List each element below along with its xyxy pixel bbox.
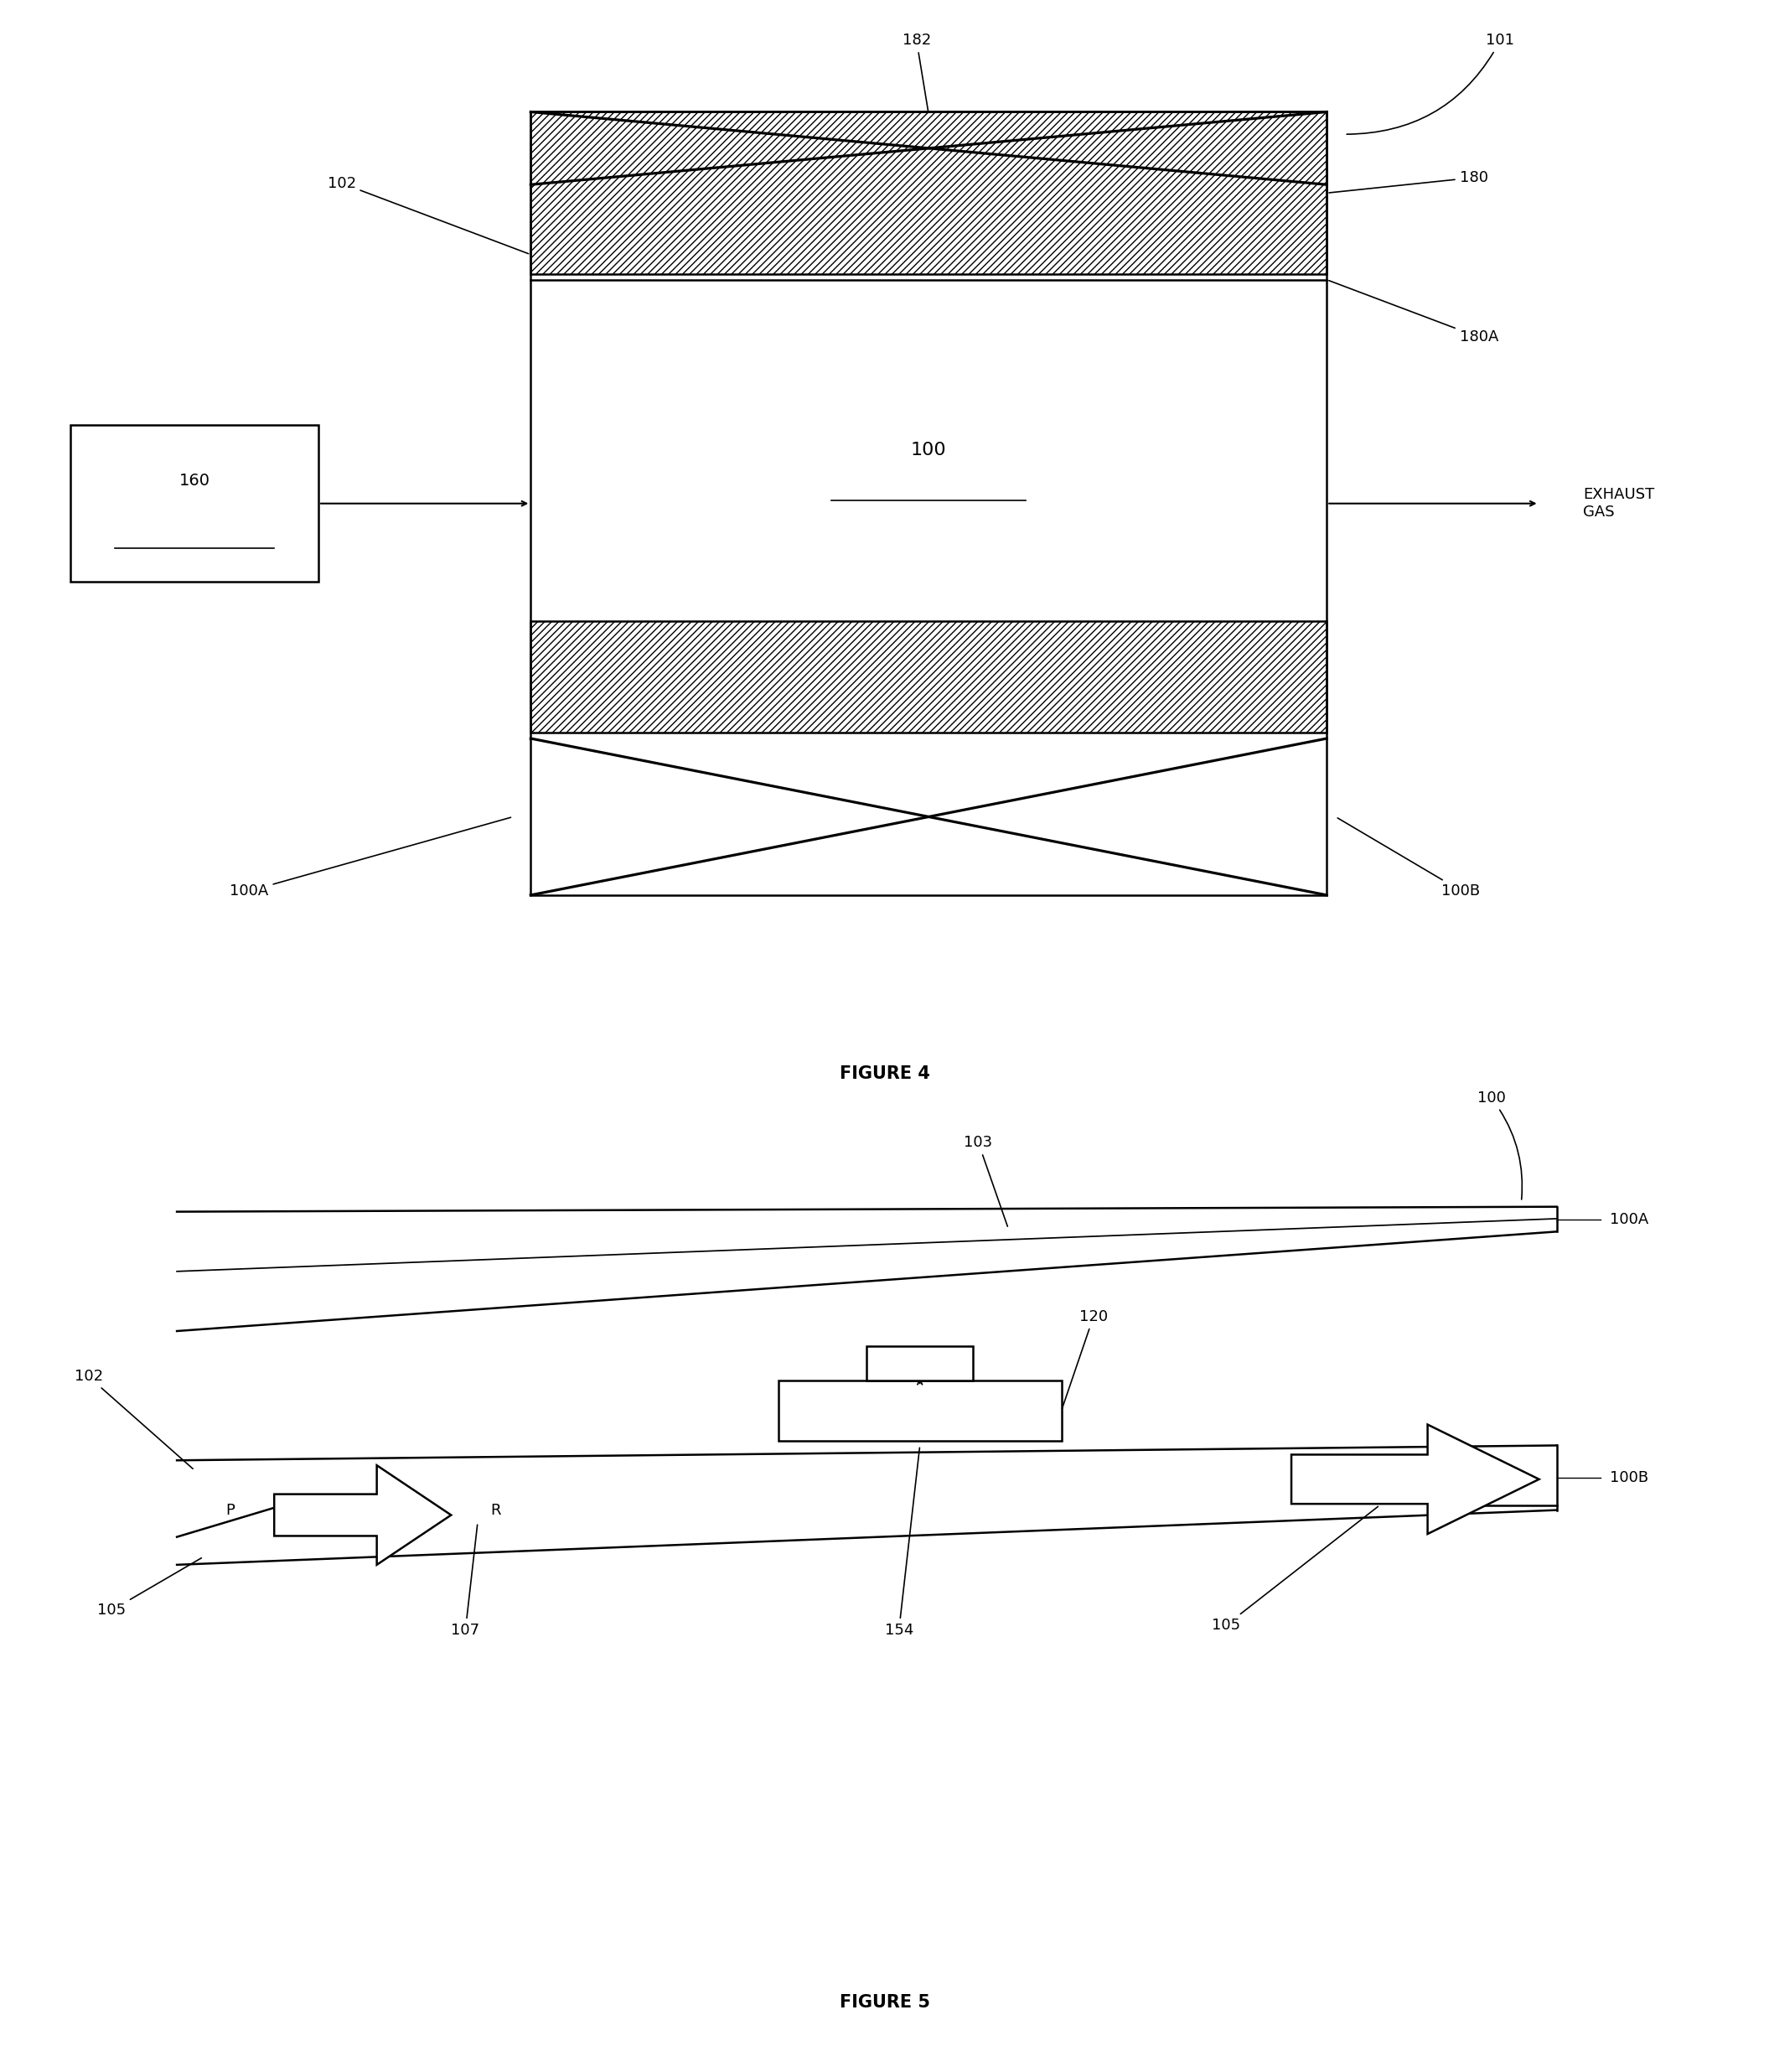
Text: 100: 100 [911, 441, 946, 458]
Text: 102: 102 [327, 176, 529, 253]
Polygon shape [274, 1465, 451, 1564]
Text: 100B: 100B [1337, 818, 1481, 899]
Polygon shape [531, 622, 1327, 733]
Text: 103: 103 [964, 1135, 1008, 1227]
Text: 105: 105 [97, 1558, 202, 1618]
Polygon shape [531, 112, 1327, 274]
Text: 120: 120 [1061, 1310, 1107, 1409]
Text: 182: 182 [902, 33, 930, 112]
Polygon shape [867, 1347, 973, 1380]
Text: 180: 180 [1329, 170, 1488, 193]
Text: 154: 154 [884, 1448, 920, 1637]
Text: 102: 102 [74, 1370, 193, 1469]
Text: 100: 100 [1477, 1090, 1521, 1200]
Polygon shape [778, 1380, 1061, 1440]
Text: 101: 101 [1346, 33, 1514, 135]
Text: R: R [490, 1502, 501, 1517]
Text: 100A: 100A [230, 818, 511, 899]
Text: 100B: 100B [1610, 1471, 1649, 1486]
Text: 105: 105 [1212, 1506, 1378, 1633]
Text: FIGURE 5: FIGURE 5 [839, 1993, 930, 2010]
Text: FIGURE 4: FIGURE 4 [839, 1065, 930, 1082]
Text: 180A: 180A [1329, 280, 1498, 344]
Text: 107: 107 [451, 1525, 479, 1637]
Polygon shape [1291, 1426, 1539, 1533]
Text: 160: 160 [179, 472, 211, 489]
Text: 100A: 100A [1610, 1212, 1649, 1227]
Text: P: P [225, 1502, 235, 1517]
Text: EXHAUST
GAS: EXHAUST GAS [1583, 487, 1654, 520]
